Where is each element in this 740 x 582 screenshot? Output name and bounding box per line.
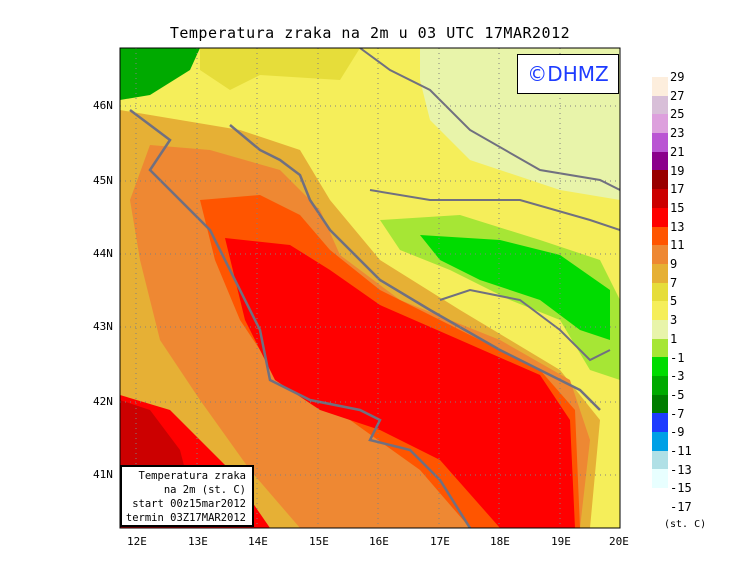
legend-color-band (652, 469, 668, 489)
legend-label: -13 (670, 462, 692, 477)
legend-color-band (652, 376, 668, 395)
legend-unit: (st. C) (664, 519, 707, 530)
lon-label: 18E (490, 535, 510, 548)
lat-label: 42N (93, 395, 113, 408)
graticule (120, 48, 620, 528)
legend-label: -11 (670, 444, 692, 458)
legend-color-band (652, 282, 668, 302)
legend-label: -5 (670, 387, 685, 402)
legend-label: 7 (670, 275, 678, 290)
lat-label: 41N (93, 468, 113, 481)
color-legend (652, 77, 668, 489)
italy-coastline (129, 109, 472, 528)
adriatic-sea-warm-area (225, 238, 575, 528)
legend-color-band (652, 338, 668, 358)
legend-label: -7 (670, 406, 685, 421)
lat-label: 43N (93, 320, 113, 333)
legend-color-band (652, 133, 668, 152)
lon-label: 20E (609, 535, 629, 548)
legend-label: 29 (670, 70, 685, 84)
legend-label: 23 (670, 126, 685, 141)
legend-label: 17 (670, 182, 685, 197)
legend-label: -9 (670, 425, 685, 440)
legend-label: -15 (670, 481, 692, 496)
legend-label: 19 (670, 163, 685, 178)
legend-color-band (652, 450, 668, 470)
map-title: Temperatura zraka na 2m u 03 UTC 17MAR20… (169, 24, 571, 42)
legend-color-band (652, 319, 668, 339)
bosnia-cold-area (420, 235, 610, 340)
info-box: Temperatura zraka na 2m (st. C) start 00… (120, 465, 254, 527)
lon-label: 13E (188, 535, 208, 548)
legend-color-band (652, 151, 668, 171)
legend-color-band (652, 263, 668, 283)
legend-color-band (652, 413, 668, 433)
lat-label: 44N (93, 247, 113, 260)
legend-label: 21 (670, 144, 685, 159)
nw-cold-area (120, 48, 200, 100)
croatia-coastline (229, 124, 601, 411)
lat-label: 46N (93, 99, 113, 112)
legend-label: 25 (670, 107, 685, 122)
lat-label: 45N (93, 174, 113, 187)
legend-label: 13 (670, 219, 685, 234)
country-borders (359, 48, 620, 362)
legend-color-band (652, 189, 668, 208)
legend-label: 1 (670, 331, 678, 346)
legend-color-band (652, 226, 668, 246)
legend-label: 15 (670, 200, 685, 215)
info-line: start 00z15mar2012 (132, 498, 246, 510)
legend-label: 27 (670, 88, 685, 103)
legend-label: 3 (670, 313, 678, 328)
legend-color-band (652, 245, 668, 264)
info-line: termin 03Z17MAR2012 (125, 512, 246, 524)
legend-color-band (652, 95, 668, 115)
legend-color-band (652, 170, 668, 190)
legend-label: -3 (670, 369, 685, 384)
dhmz-logo: ©DHMZ (517, 54, 619, 94)
lon-label: 14E (248, 535, 268, 548)
legend-label: 11 (670, 238, 685, 253)
legend-color-band (652, 394, 668, 414)
legend-label: -17 (670, 500, 692, 515)
legend-color-band (652, 114, 668, 134)
legend-color-band (652, 432, 668, 451)
lon-label: 19E (551, 535, 571, 548)
lon-label: 12E (127, 535, 147, 548)
lon-label: 16E (369, 535, 389, 548)
info-line: Temperatura zraka (138, 470, 246, 482)
legend-color-band (652, 301, 668, 320)
lon-label: 17E (430, 535, 450, 548)
legend-color-band (652, 77, 668, 96)
info-line: na 2m (st. C) (163, 484, 246, 496)
legend-label: -1 (670, 350, 685, 365)
map-frame (119, 47, 621, 529)
lon-label: 15E (309, 535, 329, 548)
legend-color-band (652, 207, 668, 227)
legend-label: 5 (670, 294, 678, 309)
legend-color-band (652, 357, 668, 376)
legend-label: 9 (670, 257, 678, 271)
